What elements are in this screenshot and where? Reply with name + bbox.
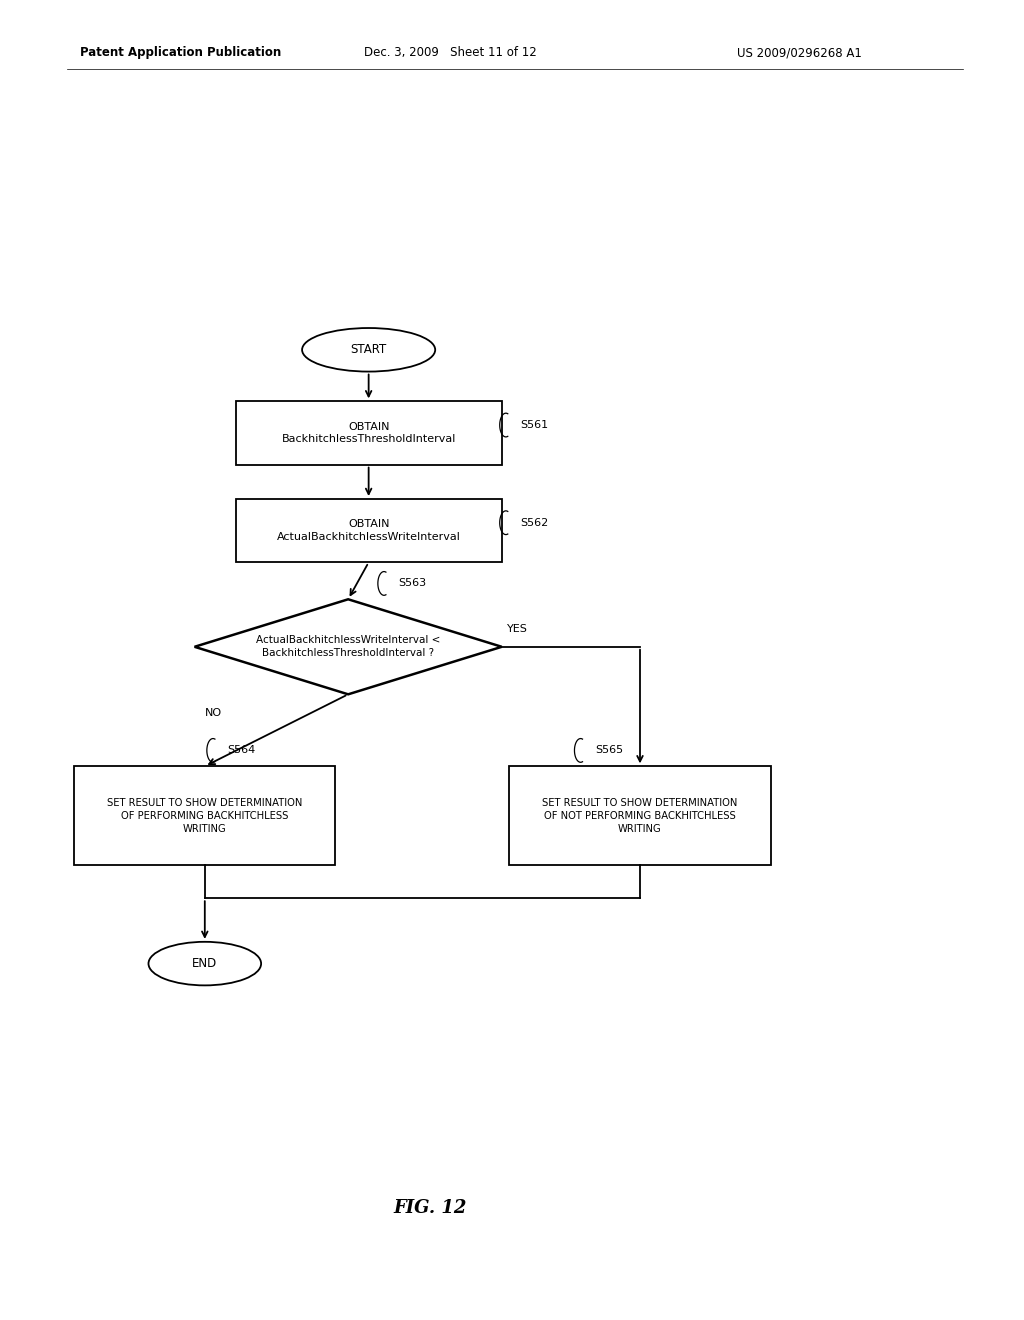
Bar	[236, 401, 502, 465]
Text: OBTAIN
ActualBackhitchlessWriteInterval: OBTAIN ActualBackhitchlessWriteInterval	[276, 519, 461, 543]
Text: FIG. 12: FIG. 12	[393, 1199, 467, 1217]
Text: SET RESULT TO SHOW DETERMINATION
OF PERFORMING BACKHITCHLESS
WRITING: SET RESULT TO SHOW DETERMINATION OF PERF…	[108, 799, 302, 833]
Text: S562: S562	[520, 517, 549, 528]
Text: END: END	[193, 957, 217, 970]
Text: S563: S563	[398, 578, 426, 589]
Bar	[236, 499, 502, 562]
Text: OBTAIN
BackhitchlessThresholdInterval: OBTAIN BackhitchlessThresholdInterval	[282, 421, 456, 445]
Text: SET RESULT TO SHOW DETERMINATION
OF NOT PERFORMING BACKHITCHLESS
WRITING: SET RESULT TO SHOW DETERMINATION OF NOT …	[543, 799, 737, 833]
Bar	[75, 766, 336, 866]
Text: S564: S564	[227, 746, 256, 755]
Text: S565: S565	[595, 746, 623, 755]
Bar	[510, 766, 770, 866]
Text: START: START	[350, 343, 387, 356]
Text: Dec. 3, 2009   Sheet 11 of 12: Dec. 3, 2009 Sheet 11 of 12	[364, 46, 537, 59]
Text: Patent Application Publication: Patent Application Publication	[80, 46, 282, 59]
Text: YES: YES	[507, 623, 527, 634]
Text: NO: NO	[205, 708, 222, 718]
Text: S561: S561	[520, 420, 548, 430]
Text: US 2009/0296268 A1: US 2009/0296268 A1	[737, 46, 862, 59]
Text: ActualBackhitchlessWriteInterval <
BackhitchlessThresholdInterval ?: ActualBackhitchlessWriteInterval < Backh…	[256, 635, 440, 659]
